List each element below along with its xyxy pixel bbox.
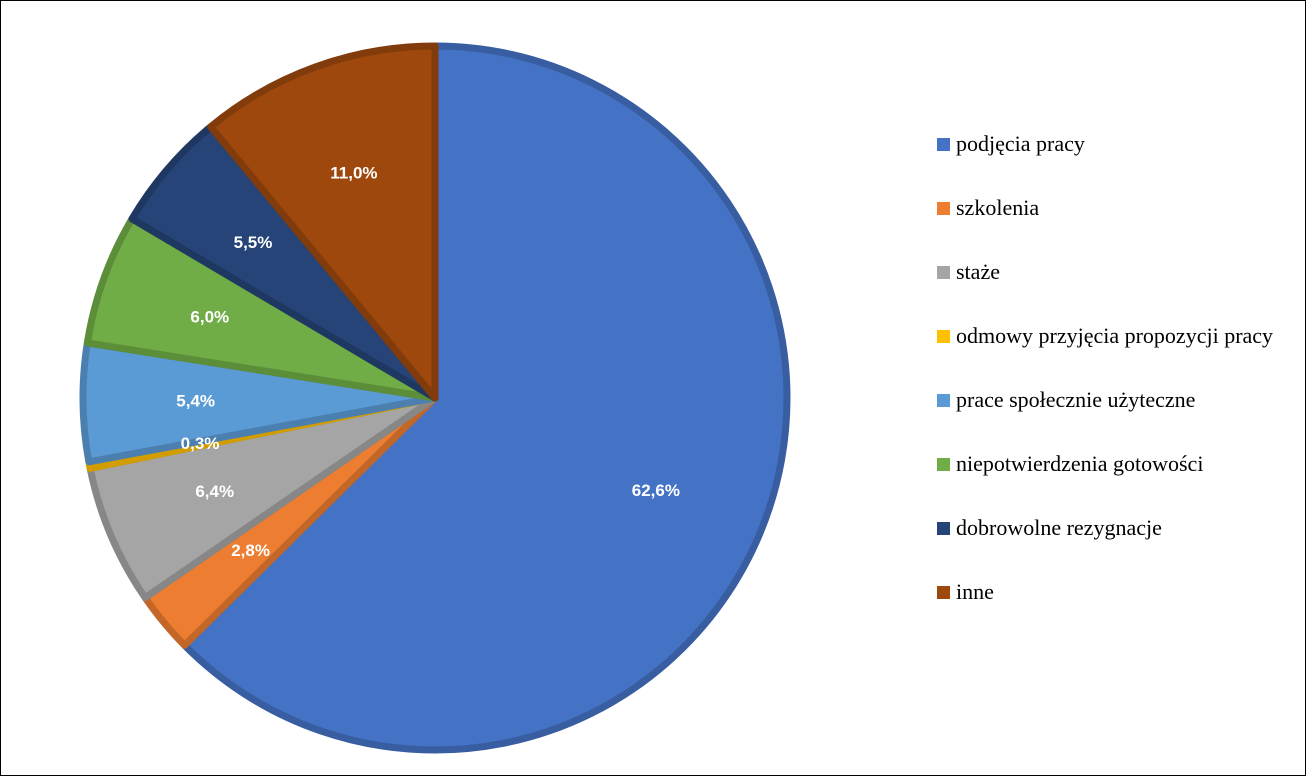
legend-swatch (937, 586, 950, 599)
pie-slices (79, 42, 791, 754)
pie-data-labels: 62,6% 2,8% 6,4% 0,3% 5,4% 6,0% 5,5% 11,0% (176, 163, 680, 560)
data-label-inne: 11,0% (330, 163, 377, 182)
data-label-dobrowolne-rezygnacje: 5,5% (234, 233, 273, 252)
legend-swatch (937, 522, 950, 535)
legend-swatch (937, 330, 950, 343)
pie-slice-inne (207, 42, 439, 402)
legend-item-szkolenia: szkolenia (937, 195, 1297, 221)
legend-label: inne (956, 579, 994, 604)
legend-item-prace-spolecznie-uzyteczne: prace społecznie użyteczne (937, 387, 1297, 413)
legend-swatch (937, 202, 950, 215)
legend-label: dobrowolne rezygnacje (956, 515, 1162, 540)
legend-item-inne: inne (937, 579, 1297, 605)
legend-item-podjecia-pracy: podjęcia pracy (937, 131, 1297, 157)
legend-swatch (937, 458, 950, 471)
data-label-odmowy-przyjecia-propozycji-pracy: 0,3% (181, 434, 220, 453)
legend-label: niepotwierdzenia gotowości (956, 451, 1204, 476)
data-label-podjecia-pracy: 62,6% (632, 481, 680, 500)
pie-chart: 62,6% 2,8% 6,4% 0,3% 5,4% 6,0% 5,5% 11,0% (79, 42, 791, 754)
data-label-prace-spolecznie-uzyteczne: 5,4% (176, 392, 215, 411)
legend-item-dobrowolne-rezygnacje: dobrowolne rezygnacje (937, 515, 1297, 541)
legend-label: staże (956, 259, 1000, 284)
data-label-niepotwierdzenia-gotowosci: 6,0% (190, 307, 229, 326)
legend-label: prace społecznie użyteczne (956, 387, 1196, 412)
data-label-szkolenia: 2,8% (231, 541, 270, 560)
legend-swatch (937, 394, 950, 407)
legend-item-odmowy-przyjecia-propozycji-pracy: odmowy przyjęcia propozycji pracy (937, 323, 1297, 349)
legend-label: szkolenia (956, 195, 1040, 220)
pie-slice-staze (86, 394, 439, 602)
legend-swatch (937, 138, 950, 151)
legend-label: odmowy przyjęcia propozycji pracy (956, 323, 1274, 348)
data-label-staze: 6,4% (195, 482, 234, 501)
legend-item-staze: staże (937, 259, 1297, 285)
legend-swatch (937, 266, 950, 279)
legend-item-niepotwierdzenia-gotowosci: niepotwierdzenia gotowości (937, 451, 1297, 477)
pie-slice-podjecia-pracy (181, 42, 791, 754)
legend-label: podjęcia pracy (956, 131, 1085, 156)
